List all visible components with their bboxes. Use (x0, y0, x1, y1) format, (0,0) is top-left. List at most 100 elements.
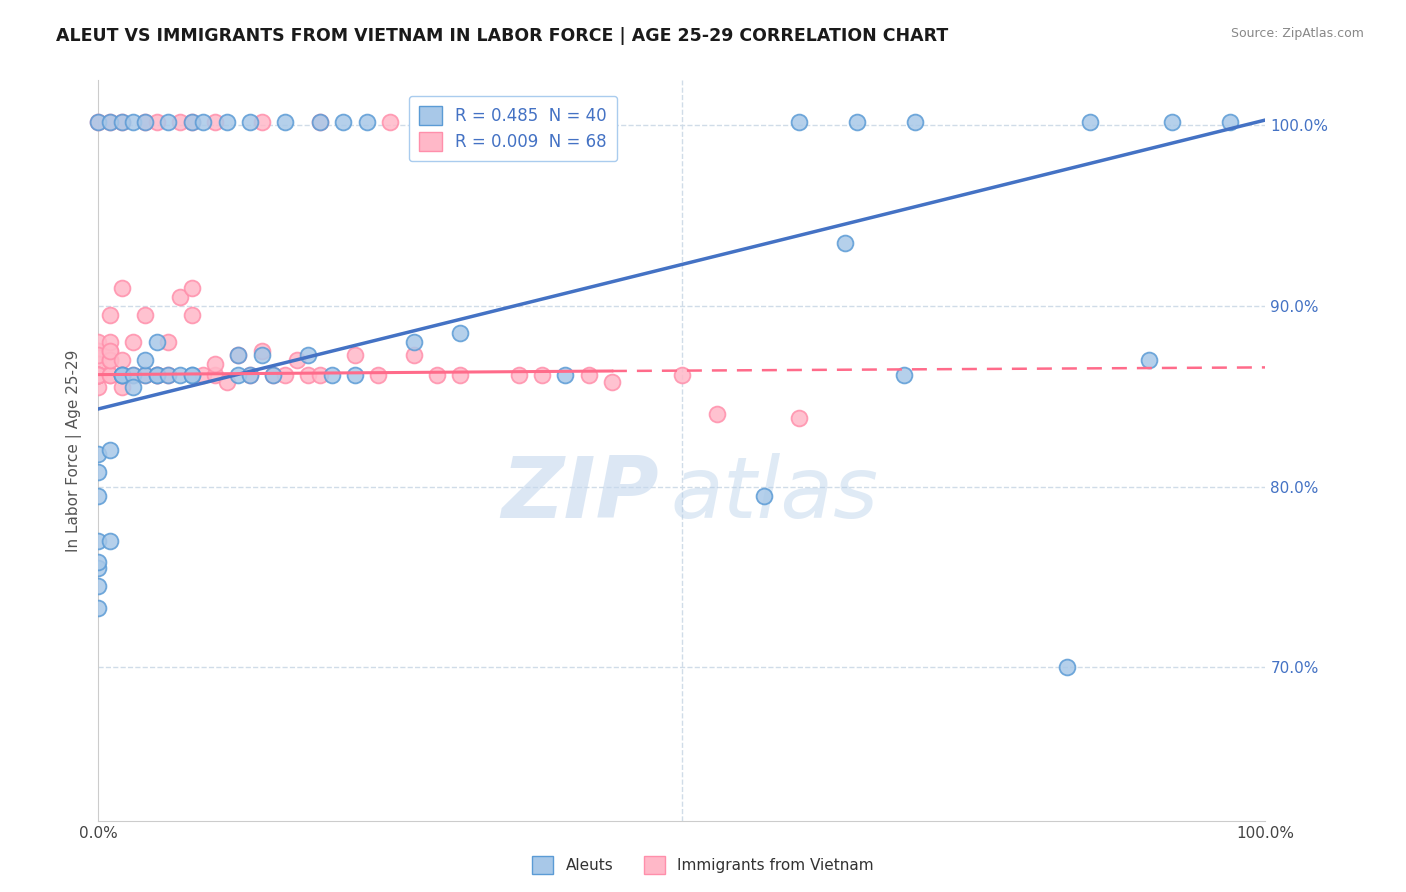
Point (1219, 115, 1241, 129)
Point (111, 115, 134, 129)
Point (297, 368, 319, 382)
Point (87, 344, 110, 359)
Point (472, 115, 495, 129)
Point (134, 308, 156, 322)
Legend: R = 0.485  N = 40, R = 0.009  N = 68: R = 0.485 N = 40, R = 0.009 N = 68 (409, 96, 617, 161)
Point (87, 465, 110, 479)
Point (1161, 115, 1184, 129)
Point (134, 115, 156, 129)
Point (87, 368, 110, 382)
Point (122, 368, 145, 382)
Point (1080, 115, 1102, 129)
Point (787, 411, 810, 425)
Point (87, 447, 110, 461)
Point (309, 115, 332, 129)
Point (600, 375, 623, 389)
Point (134, 368, 156, 382)
Point (146, 368, 169, 382)
Point (169, 115, 191, 129)
Point (1137, 353, 1160, 368)
Point (146, 368, 169, 382)
Point (204, 368, 226, 382)
Point (262, 368, 284, 382)
Point (169, 290, 191, 304)
Point (309, 115, 332, 129)
Point (87, 368, 110, 382)
Point (250, 115, 273, 129)
Point (87, 533, 110, 548)
Y-axis label: In Labor Force | Age 25-29: In Labor Force | Age 25-29 (66, 350, 82, 551)
Point (554, 368, 576, 382)
Point (215, 375, 238, 389)
Point (87, 380, 110, 394)
Legend: Aleuts, Immigrants from Vietnam: Aleuts, Immigrants from Vietnam (526, 850, 880, 880)
Point (98, 443, 121, 458)
Point (87, 115, 110, 129)
Point (1056, 660, 1078, 674)
Point (321, 368, 343, 382)
Point (180, 115, 202, 129)
Point (111, 353, 134, 368)
Point (87, 368, 110, 382)
Point (834, 235, 856, 250)
Point (344, 348, 367, 362)
Point (239, 115, 262, 129)
Point (787, 115, 810, 129)
Point (508, 368, 530, 382)
Point (157, 368, 180, 382)
Point (87, 368, 110, 382)
Point (98, 115, 121, 129)
Point (228, 348, 250, 362)
Point (146, 368, 169, 382)
Point (146, 115, 169, 129)
Point (98, 533, 121, 548)
Point (87, 368, 110, 382)
Point (332, 115, 354, 129)
Point (87, 368, 110, 382)
Point (87, 600, 110, 615)
Point (356, 115, 378, 129)
Point (98, 308, 121, 322)
Point (578, 368, 600, 382)
Point (134, 115, 156, 129)
Point (87, 368, 110, 382)
Point (904, 115, 927, 129)
Point (250, 348, 273, 362)
Point (134, 368, 156, 382)
Point (146, 335, 169, 350)
Point (111, 368, 134, 382)
Point (426, 368, 449, 382)
Point (157, 115, 180, 129)
Point (204, 115, 226, 129)
Point (157, 335, 180, 350)
Point (87, 561, 110, 575)
Point (87, 556, 110, 570)
Point (98, 115, 121, 129)
Point (87, 348, 110, 362)
Point (449, 368, 471, 382)
Point (87, 579, 110, 593)
Text: ALEUT VS IMMIGRANTS FROM VIETNAM IN LABOR FORCE | AGE 25-29 CORRELATION CHART: ALEUT VS IMMIGRANTS FROM VIETNAM IN LABO… (56, 27, 949, 45)
Point (146, 368, 169, 382)
Text: Source: ZipAtlas.com: Source: ZipAtlas.com (1230, 27, 1364, 40)
Point (262, 368, 284, 382)
Point (98, 368, 121, 382)
Point (87, 357, 110, 371)
Point (98, 353, 121, 368)
Point (111, 368, 134, 382)
Point (111, 115, 134, 129)
Point (87, 368, 110, 382)
Point (122, 368, 145, 382)
Point (193, 368, 215, 382)
Point (449, 326, 471, 340)
Point (228, 368, 250, 382)
Point (297, 348, 319, 362)
Point (752, 489, 775, 503)
Point (367, 368, 389, 382)
Point (193, 115, 215, 129)
Point (250, 344, 273, 359)
Point (380, 115, 402, 129)
Point (180, 368, 202, 382)
Point (893, 368, 915, 382)
Point (122, 115, 145, 129)
